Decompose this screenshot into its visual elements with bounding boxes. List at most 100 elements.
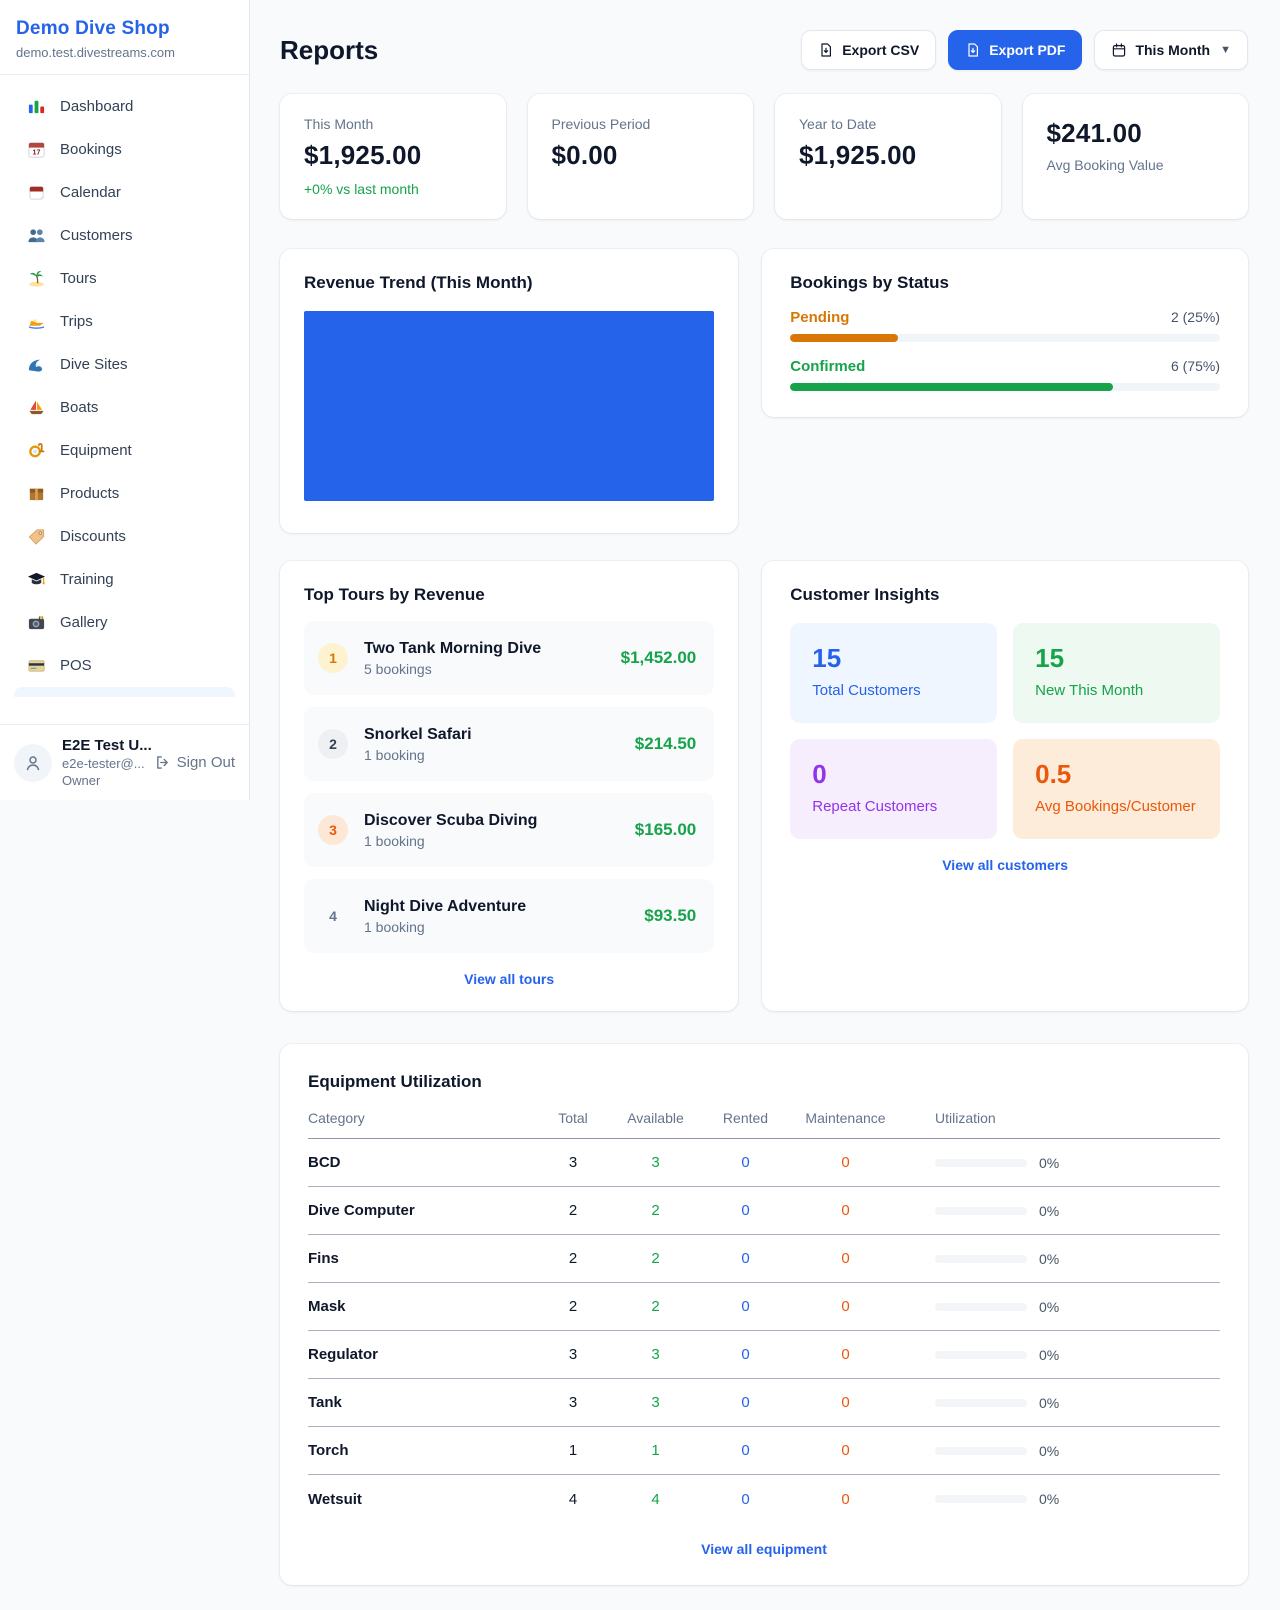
file-download-icon: [965, 42, 981, 58]
stat-value: $1,925.00: [304, 140, 422, 170]
column-header: Category: [308, 1110, 365, 1126]
sidebar-item-calendar[interactable]: Calendar: [12, 171, 237, 214]
table-row: Dive Computer 2 2 0 0 0%: [308, 1187, 1220, 1235]
equipment-rented: 0: [741, 1442, 750, 1459]
tour-row: 4 Night Dive Adventure 1 booking $93.50: [304, 879, 715, 953]
column-header: Total: [558, 1110, 588, 1126]
tour-rank-1: 1: [318, 643, 348, 673]
stat-label: Year to Date: [799, 116, 877, 132]
view-all-tours-link[interactable]: View all tours: [464, 971, 555, 987]
utilization-percent: 0%: [1039, 1346, 1060, 1363]
file-download-icon: [818, 42, 834, 58]
tours-icon: [26, 269, 46, 289]
equipment-total: 2: [568, 1250, 578, 1267]
sidebar-item-equipment[interactable]: Equipment: [12, 429, 237, 472]
tour-bookings: 1 booking: [364, 832, 425, 849]
tour-name: Night Dive Adventure: [364, 897, 527, 915]
sidebar-item-tours[interactable]: Tours: [12, 257, 237, 300]
equipment-rented: 0: [741, 1298, 750, 1315]
equipment-maintenance: 0: [841, 1490, 850, 1508]
sidebar-item-dashboard[interactable]: Dashboard: [12, 85, 237, 128]
status-count: 2 (25%): [1170, 309, 1220, 325]
insight-tile-0: 15 Total Customers: [790, 623, 998, 723]
sidebar-nav: Dashboard 17 Bookings Calendar Customers: [0, 75, 249, 724]
sidebar-item-training[interactable]: Training: [12, 558, 237, 601]
mid-row: Revenue Trend (This Month) Bookings by S…: [280, 249, 1248, 533]
equipment-category: Tank: [308, 1394, 342, 1411]
sidebar-item-dive-sites[interactable]: Dive Sites: [12, 343, 237, 386]
customer-insights-title: Customer Insights: [790, 585, 940, 604]
sidebar-item-bookings[interactable]: 17 Bookings: [12, 128, 237, 171]
user-role: Owner: [62, 773, 101, 788]
sidebar-item-pos[interactable]: POS: [12, 644, 237, 687]
main-content: Reports Export CSV Export PDF: [250, 0, 1280, 1610]
user-meta: E2E Test U... e2e-tester@... Owner: [62, 737, 152, 788]
insight-tiles: 15 Total Customers 15 New This Month 0 R…: [790, 623, 1220, 839]
equipment-category: Regulator: [308, 1346, 379, 1363]
customer-insights-card: Customer Insights 15 Total Customers 15 …: [762, 561, 1248, 1011]
export-csv-button[interactable]: Export CSV: [801, 30, 937, 70]
shop-domain: demo.test.divestreams.com: [16, 45, 175, 60]
sign-out-label: Sign Out: [176, 754, 235, 771]
sidebar-item-reports-active-partial[interactable]: [14, 687, 235, 697]
sidebar-item-discounts[interactable]: Discounts: [12, 515, 237, 558]
equipment-table-header: Category Total Available Rented Maintena…: [308, 1110, 1220, 1139]
equipment-available: 2: [651, 1250, 660, 1267]
equipment-category: Fins: [308, 1250, 339, 1267]
column-header: Rented: [722, 1110, 769, 1126]
table-row: Regulator 3 3 0 0 0%: [308, 1331, 1220, 1379]
sidebar-item-gallery[interactable]: Gallery: [12, 601, 237, 644]
equipment-maintenance: 0: [841, 1442, 850, 1459]
tour-name: Discover Scuba Diving: [364, 811, 538, 829]
stat-label: This Month: [304, 116, 374, 132]
sign-out-button[interactable]: Sign Out: [154, 754, 235, 771]
insight-value: 15: [1035, 643, 1065, 673]
top-tours-card: Top Tours by Revenue 1 Two Tank Morning …: [280, 561, 739, 1011]
utilization-bar: [935, 1350, 1027, 1359]
insight-label: New This Month: [1035, 682, 1144, 699]
tour-revenue: $214.50: [634, 734, 697, 753]
tour-rank-2: 2: [318, 729, 348, 759]
insight-value: 0.5: [1035, 759, 1072, 789]
equipment-category: BCD: [308, 1154, 341, 1171]
table-row: Tank 3 3 0 0 0%: [308, 1379, 1220, 1427]
calendar-icon: [26, 183, 46, 203]
tour-row: 1 Two Tank Morning Dive 5 bookings $1,45…: [304, 621, 715, 695]
equipment-utilization-card: Equipment Utilization Category Total Ava…: [280, 1044, 1248, 1585]
sidebar: Demo Dive Shop demo.test.divestreams.com…: [0, 0, 250, 800]
utilization-bar: [935, 1158, 1027, 1167]
equipment-maintenance: 0: [841, 1202, 850, 1219]
export-csv-label: Export CSV: [842, 42, 920, 58]
utilization-bar: [935, 1446, 1027, 1455]
stat-card-avg-booking-value: $241.00 Avg Booking Value: [1022, 94, 1248, 219]
status-bar-fill-0: [790, 334, 898, 342]
training-icon: [26, 570, 46, 590]
equipment-category: Torch: [308, 1442, 349, 1459]
sidebar-item-trips[interactable]: Trips: [12, 300, 237, 343]
view-all-customers-link[interactable]: View all customers: [942, 857, 1069, 873]
period-dropdown[interactable]: This Month ▼: [1094, 30, 1248, 70]
table-row: BCD 3 3 0 0 0%: [308, 1139, 1220, 1187]
export-pdf-button[interactable]: Export PDF: [948, 30, 1083, 70]
equipment-rented: 0: [741, 1490, 750, 1508]
sidebar-item-products[interactable]: Products: [12, 472, 237, 515]
equipment-available: 3: [651, 1394, 660, 1411]
sidebar-item-label: POS: [60, 657, 92, 674]
status-row-pending: Pending 2 (25%): [790, 309, 1220, 342]
equipment-total: 4: [568, 1490, 578, 1508]
status-bar-track: [790, 334, 1220, 342]
discounts-icon: [26, 527, 46, 547]
table-row: Mask 2 2 0 0 0%: [308, 1283, 1220, 1331]
equipment-total: 2: [568, 1298, 578, 1315]
equipment-maintenance: 0: [841, 1394, 850, 1411]
equipment-category: Dive Computer: [308, 1202, 415, 1219]
stat-value: $0.00: [551, 140, 618, 170]
status-label: Pending: [790, 309, 850, 326]
sidebar-item-customers[interactable]: Customers: [12, 214, 237, 257]
sidebar-item-label: Dashboard: [60, 98, 134, 115]
sidebar-item-boats[interactable]: Boats: [12, 386, 237, 429]
tour-revenue: $93.50: [644, 906, 697, 925]
insight-label: Total Customers: [812, 682, 921, 699]
view-all-equipment-link[interactable]: View all equipment: [701, 1541, 827, 1557]
tour-rank-4: 4: [329, 908, 337, 924]
